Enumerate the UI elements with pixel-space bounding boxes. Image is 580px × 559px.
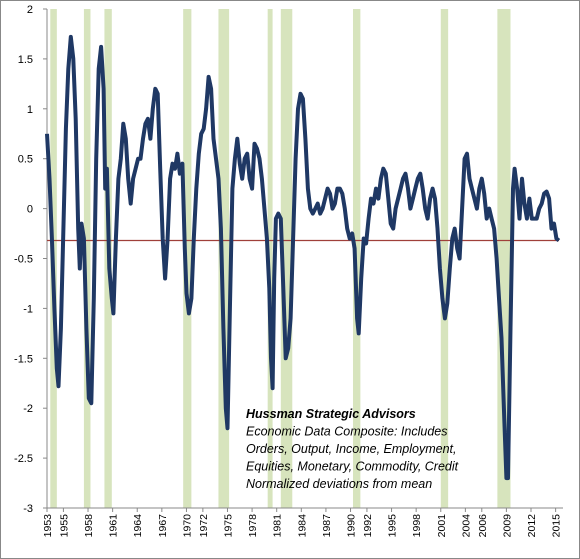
x-tick-label: 1984 [296, 514, 308, 538]
x-tick-label: 1967 [157, 514, 169, 538]
annotation: Orders, Output, Income, Employment, [246, 442, 457, 456]
y-tick-label: 1.5 [18, 54, 33, 66]
y-tick-label: 1 [27, 104, 33, 116]
x-tick-label: 1975 [222, 514, 234, 538]
y-tick-label: -3 [23, 503, 33, 515]
annotation: Equities, Monetary, Commodity, Credit [246, 460, 459, 474]
shaded-period [218, 9, 230, 508]
x-tick-label: 1970 [181, 514, 193, 538]
annotation: Hussman Strategic Advisors [246, 407, 416, 421]
y-tick-label: 0 [27, 204, 33, 216]
x-tick-label: 1964 [132, 514, 144, 538]
y-tick-label: -1 [23, 303, 33, 315]
shaded-period [183, 9, 192, 508]
y-tick-label: -2 [23, 403, 33, 415]
annotation: Normalized deviations from mean [246, 477, 432, 491]
y-tick-label: -0.5 [14, 254, 33, 266]
x-tick-label: 2004 [460, 514, 472, 538]
x-tick-label: 1953 [42, 514, 54, 538]
y-tick-label: 0.5 [18, 154, 33, 166]
x-tick-label: 2009 [501, 514, 513, 538]
x-tick-label: 1987 [321, 514, 333, 538]
y-tick-label: -1.5 [14, 353, 33, 365]
x-tick-label: 1972 [198, 514, 210, 538]
shaded-period [440, 9, 449, 508]
y-tick-label: 2 [27, 4, 33, 16]
x-tick-label: 1998 [411, 514, 423, 538]
x-tick-label: 1981 [272, 514, 284, 538]
x-tick-label: 1958 [83, 514, 95, 538]
x-tick-label: 2015 [551, 514, 563, 538]
y-tick-label: -2.5 [14, 453, 33, 465]
x-tick-label: 1978 [247, 514, 259, 538]
x-tick-label: 1961 [108, 514, 120, 538]
annotation: Economic Data Composite: Includes [246, 425, 447, 439]
shaded-period [497, 9, 511, 508]
x-tick-label: 2001 [436, 514, 448, 538]
x-tick-label: 1955 [58, 514, 70, 538]
data-line [45, 34, 561, 481]
shaded-period [267, 9, 273, 508]
x-tick-label: 2012 [526, 514, 538, 538]
x-tick-label: 1992 [362, 514, 374, 538]
x-tick-label: 1995 [387, 514, 399, 538]
x-tick-label: 2006 [477, 514, 489, 538]
shaded-period [83, 9, 91, 508]
shaded-period [280, 9, 293, 508]
x-tick-label: 1990 [346, 514, 358, 538]
